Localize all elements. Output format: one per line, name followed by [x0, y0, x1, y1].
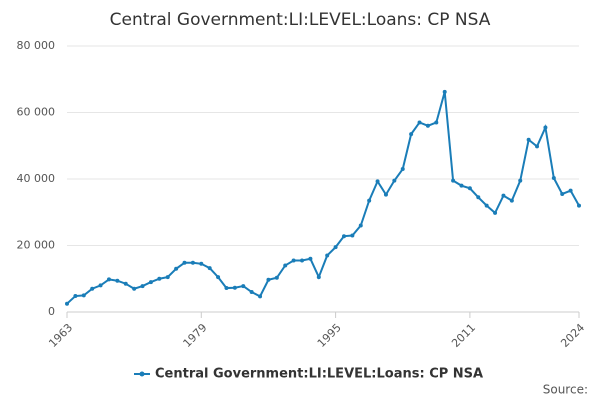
- point: [207, 266, 212, 271]
- point: [451, 178, 456, 183]
- point: [132, 286, 137, 291]
- point: [350, 233, 355, 238]
- point: [325, 253, 330, 258]
- point: [543, 125, 548, 130]
- point: [367, 198, 372, 203]
- point: [199, 261, 204, 266]
- x-tick-label: 1979: [181, 321, 210, 350]
- point: [232, 285, 237, 290]
- point: [476, 195, 481, 200]
- point: [73, 294, 78, 299]
- point: [258, 294, 263, 299]
- point: [316, 275, 321, 280]
- point: [358, 223, 363, 228]
- point: [551, 176, 556, 181]
- x-tick-label: 1995: [315, 321, 344, 350]
- point: [459, 183, 464, 188]
- point: [300, 258, 305, 263]
- legend-label: Central Government:LI:LEVEL:Loans: CP NS…: [155, 367, 483, 382]
- point: [341, 234, 346, 239]
- x-tick-label: 2024: [558, 321, 587, 350]
- point: [308, 256, 313, 261]
- point: [65, 301, 69, 306]
- point: [291, 258, 296, 263]
- point: [182, 260, 187, 265]
- legend-symbol: [139, 371, 145, 377]
- point: [266, 277, 271, 282]
- point: [241, 284, 246, 289]
- point: [392, 178, 397, 183]
- point: [518, 178, 523, 183]
- point: [568, 188, 573, 193]
- y-tick-label: 40 000: [17, 172, 56, 185]
- series-line: [66, 91, 580, 305]
- y-tick-label: 0: [48, 305, 55, 318]
- point: [375, 179, 380, 184]
- point: [148, 280, 153, 285]
- point: [467, 186, 472, 191]
- point: [283, 263, 288, 268]
- point: [526, 137, 531, 142]
- source: Source:: [543, 383, 588, 397]
- point: [140, 284, 145, 289]
- point: [501, 193, 506, 198]
- y-tick-label: 20 000: [17, 239, 56, 252]
- point: [123, 281, 128, 286]
- point: [249, 290, 254, 295]
- point: [383, 192, 388, 197]
- point: [333, 245, 338, 250]
- chart-title: Central Government:LI:LEVEL:Loans: CP NS…: [110, 10, 491, 30]
- point: [425, 123, 430, 128]
- point: [493, 210, 498, 215]
- point: [577, 203, 581, 208]
- point: [98, 283, 103, 288]
- point: [165, 275, 170, 280]
- point: [157, 276, 162, 281]
- point: [274, 275, 279, 280]
- point: [115, 278, 120, 283]
- point: [90, 286, 95, 291]
- point: [509, 198, 514, 203]
- point: [417, 120, 422, 125]
- point: [81, 293, 86, 298]
- point: [560, 191, 565, 196]
- point: [224, 286, 229, 291]
- point: [442, 89, 447, 94]
- x-tick-label: 2011: [449, 321, 478, 350]
- point: [434, 120, 439, 125]
- y-tick-label: 60 000: [17, 106, 56, 119]
- point: [190, 260, 195, 265]
- point: [400, 167, 405, 172]
- x-tick-label: 1963: [46, 321, 75, 350]
- point: [216, 275, 221, 280]
- point: [174, 266, 179, 271]
- point: [535, 144, 540, 149]
- point: [409, 132, 414, 137]
- point: [484, 203, 489, 208]
- y-tick-label: 80 000: [17, 39, 56, 52]
- point: [106, 277, 111, 282]
